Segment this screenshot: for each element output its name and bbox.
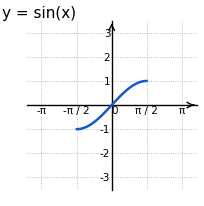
Text: y = sin(x): y = sin(x): [2, 6, 76, 21]
